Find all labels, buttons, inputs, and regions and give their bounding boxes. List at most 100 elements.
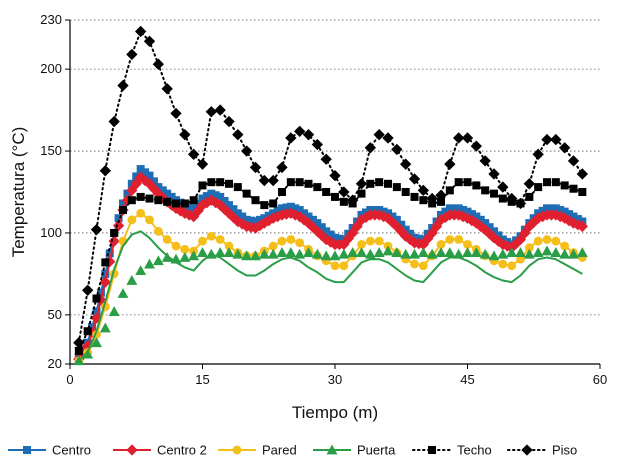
data-point-piso xyxy=(161,83,173,95)
data-point-pared xyxy=(277,236,287,246)
data-point-puerta xyxy=(576,247,588,257)
data-point-puerta xyxy=(409,248,420,259)
data-point-techo xyxy=(83,327,92,336)
data-point-techo xyxy=(463,178,472,187)
y-tick-label: 200 xyxy=(40,61,62,76)
data-point-piso xyxy=(223,115,235,128)
x-tick-label: 45 xyxy=(460,372,474,387)
data-point-puerta xyxy=(382,245,394,256)
data-point-centro xyxy=(397,220,406,229)
legend-item-centro-2: Centro 2 xyxy=(113,443,207,458)
data-point-puerta xyxy=(179,252,191,262)
data-point-centro-2 xyxy=(271,210,284,223)
data-point-pared xyxy=(162,235,172,244)
data-point-puerta xyxy=(232,248,244,259)
legend-label: Centro xyxy=(52,443,91,458)
data-point-techo xyxy=(207,178,216,187)
data-point-centro xyxy=(573,215,582,224)
data-point-centro-2 xyxy=(342,233,354,245)
data-point-piso xyxy=(514,197,527,210)
data-point-piso xyxy=(214,104,226,116)
data-point-centro-2 xyxy=(346,227,359,239)
data-point-puerta xyxy=(276,247,288,257)
x-tick-label: 15 xyxy=(195,372,209,387)
data-point-puerta xyxy=(117,288,129,298)
legend-item-piso: Piso xyxy=(507,443,577,458)
data-point-centro xyxy=(136,165,145,174)
data-point-puerta xyxy=(347,247,359,257)
data-point-piso xyxy=(126,48,138,61)
data-point-piso xyxy=(488,168,500,180)
data-point-puerta xyxy=(91,337,102,348)
data-point-centro-2 xyxy=(382,212,394,224)
data-point-centro-2 xyxy=(307,221,319,233)
ticks: 20 50 100 150 200 230 0 15 30 45 60 xyxy=(40,12,607,387)
data-point-centro xyxy=(300,209,309,218)
data-point-pared xyxy=(136,208,146,218)
data-point-puerta xyxy=(285,247,297,257)
series-piso xyxy=(73,25,589,349)
data-point-piso xyxy=(452,132,465,144)
series-line-pared xyxy=(78,212,583,362)
y-tick-label: 150 xyxy=(40,143,62,158)
data-point-techo xyxy=(233,183,242,192)
y-tick-label: 50 xyxy=(48,307,62,322)
data-point-pared xyxy=(224,241,234,251)
data-point-centro xyxy=(538,206,547,215)
data-point-centro xyxy=(216,192,225,201)
data-point-centro-2 xyxy=(86,326,98,338)
data-point-puerta xyxy=(462,247,473,257)
data-point-puerta xyxy=(311,248,323,259)
data-point-techo xyxy=(498,194,507,203)
data-point-techo xyxy=(304,179,313,188)
data-point-techo xyxy=(375,178,384,187)
series-line-puerta xyxy=(78,230,583,362)
data-point-piso xyxy=(373,128,385,141)
data-point-piso xyxy=(73,337,85,349)
data-point-centro-2 xyxy=(576,220,589,233)
data-point-centro-2 xyxy=(218,203,231,215)
data-point-puerta xyxy=(144,258,155,269)
data-point-piso xyxy=(205,106,218,118)
data-point-techo xyxy=(534,183,543,192)
data-point-centro-2 xyxy=(360,211,372,224)
data-point-puerta xyxy=(99,322,111,333)
series-centro-2 xyxy=(73,171,589,365)
legend-marker xyxy=(521,444,533,456)
legend-label: Piso xyxy=(552,443,577,458)
data-point-piso xyxy=(293,125,306,138)
legend-item-pared: Pared xyxy=(218,443,297,458)
data-point-puerta xyxy=(170,253,182,264)
data-point-centro-2 xyxy=(386,216,399,228)
data-point-centro-2 xyxy=(293,210,306,223)
x-tick-label: 60 xyxy=(593,372,607,387)
data-point-centro-2 xyxy=(457,210,469,223)
data-point-centro-2 xyxy=(338,238,350,251)
data-point-piso xyxy=(444,158,456,170)
data-point-techo xyxy=(251,196,260,205)
legend: Centro Centro 2 Pared Puerta Techo Piso xyxy=(8,443,577,458)
data-point-piso xyxy=(461,132,474,144)
data-point-pared xyxy=(171,241,181,251)
data-point-centro xyxy=(304,212,313,221)
data-point-centro xyxy=(96,288,105,297)
data-point-pared xyxy=(198,236,207,246)
data-point-techo xyxy=(225,179,233,188)
data-point-centro xyxy=(207,189,216,198)
data-point-centro xyxy=(565,210,574,219)
data-point-pared xyxy=(551,236,561,246)
data-point-centro-2 xyxy=(112,219,125,232)
data-point-pared xyxy=(180,244,190,254)
data-point-centro xyxy=(92,307,101,316)
data-point-pared xyxy=(215,235,225,244)
data-point-puerta xyxy=(223,247,235,257)
data-point-centro xyxy=(202,192,211,201)
data-point-piso xyxy=(558,142,571,154)
data-point-puerta xyxy=(559,248,571,259)
data-point-centro xyxy=(401,225,410,234)
data-point-centro xyxy=(123,189,132,198)
data-point-centro xyxy=(392,215,401,224)
data-point-centro-2 xyxy=(249,222,262,234)
data-point-centro xyxy=(317,223,326,232)
data-point-puerta xyxy=(241,250,253,261)
